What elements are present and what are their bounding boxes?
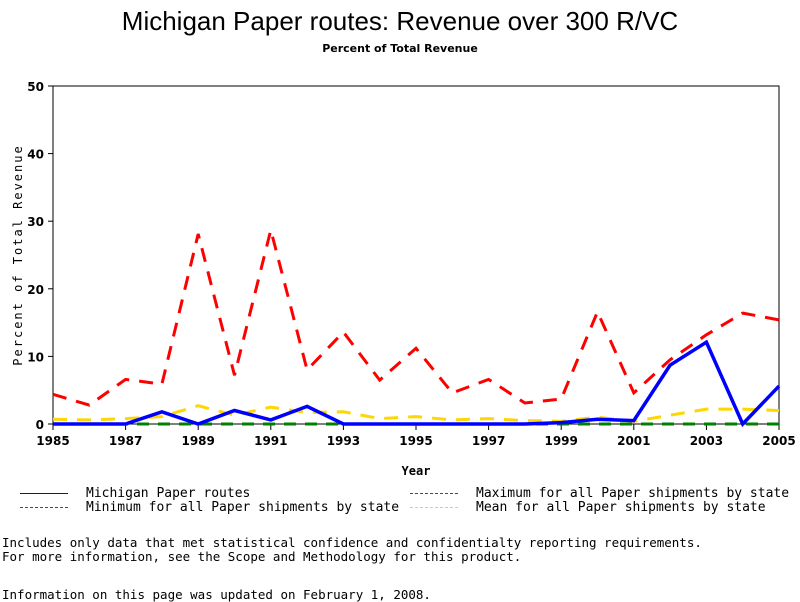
- legend-item-maximum: Maximum for all Paper shipments by state: [410, 485, 790, 501]
- legend-swatch-minimum: [20, 506, 68, 508]
- y-tick-label-0: 0: [36, 418, 44, 432]
- plot-frame: [52, 85, 780, 425]
- legend-item-mean: Mean for all Paper shipments by state: [410, 499, 766, 515]
- updated-note: Information on this page was updated on …: [2, 587, 431, 602]
- y-tick-label-40: 40: [27, 148, 44, 162]
- x-tick-label-2003: 2003: [690, 434, 723, 448]
- series-lines: [52, 229, 781, 428]
- series-mean: [52, 404, 780, 423]
- x-tick-label-1989: 1989: [181, 434, 214, 448]
- legend: Michigan Paper routes Minimum for all Pa…: [0, 486, 800, 518]
- legend-swatch-mean: [410, 506, 458, 508]
- chart-subtitle: Percent of Total Revenue: [322, 42, 478, 55]
- legend-label-michigan: Michigan Paper routes: [86, 485, 251, 501]
- line-chart: 0 10 20 30 40 50 1985 1987 1989 1991 1993 1995 1997 1…: [11, 80, 796, 478]
- y-axis-label: Percent of Total Revenue: [11, 144, 25, 365]
- series-maximum: [52, 229, 780, 407]
- footnote-methodology: For more information, see the Scope and …: [2, 549, 522, 564]
- axes: [48, 85, 780, 430]
- x-tick-label-1995: 1995: [399, 434, 432, 448]
- x-tick-label-2001: 2001: [617, 434, 650, 448]
- legend-swatch-maximum: [410, 492, 458, 494]
- x-tick-label-1997: 1997: [472, 434, 505, 448]
- legend-item-minimum: Minimum for all Paper shipments by state: [20, 499, 400, 515]
- legend-label-minimum: Minimum for all Paper shipments by state: [86, 499, 400, 515]
- x-axis-label: Year: [402, 464, 431, 478]
- legend-item-michigan: Michigan Paper routes: [20, 485, 251, 501]
- series-michigan: [53, 339, 781, 428]
- legend-swatch-michigan: [20, 492, 68, 494]
- y-tick-label-50: 50: [27, 80, 44, 94]
- legend-label-maximum: Maximum for all Paper shipments by state: [476, 485, 790, 501]
- footnotes: Includes only data that met statistical …: [2, 536, 702, 564]
- x-tick-label-2005: 2005: [762, 434, 795, 448]
- x-tick-label-1993: 1993: [327, 434, 360, 448]
- x-tick-label-1999: 1999: [544, 434, 577, 448]
- y-tick-label-20: 20: [27, 283, 44, 297]
- y-tick-label-30: 30: [27, 215, 44, 229]
- y-tick-label-10: 10: [27, 350, 44, 364]
- chart-title: Michigan Paper routes: Revenue over 300 …: [121, 6, 679, 36]
- legend-label-mean: Mean for all Paper shipments by state: [476, 499, 766, 515]
- x-tick-label-1987: 1987: [109, 434, 142, 448]
- footnote-confidence: Includes only data that met statistical …: [2, 535, 702, 550]
- x-tick-label-1991: 1991: [254, 434, 287, 448]
- axis-labels: 0 10 20 30 40 50 1985 1987 1989 1991 1993 1995 1997 1…: [11, 80, 796, 478]
- x-tick-label-1985: 1985: [36, 434, 69, 448]
